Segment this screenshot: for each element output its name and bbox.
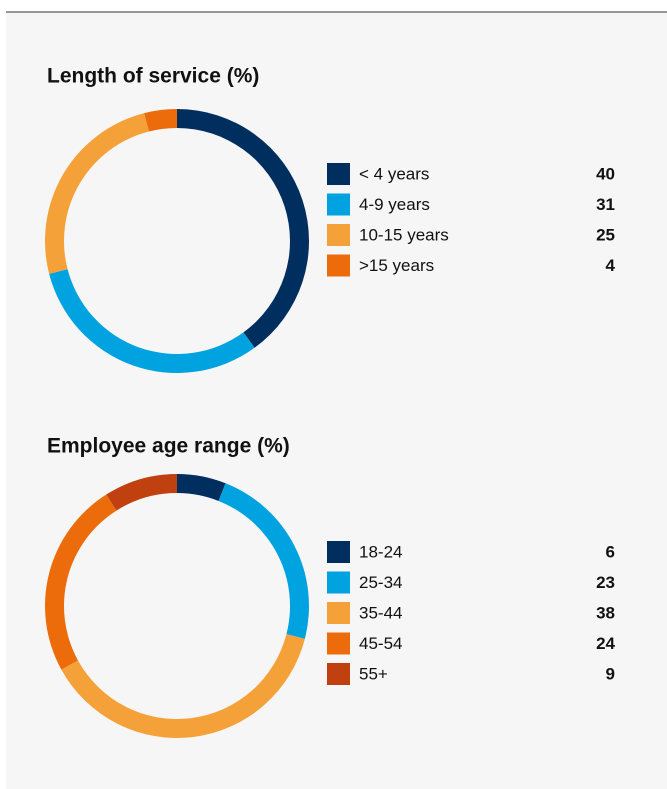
legend-swatch [327,193,350,216]
value-label: 9 [606,664,615,683]
legend-label: 55+ [359,664,388,683]
legend-label: >15 years [359,256,434,275]
value-label: 38 [596,603,615,622]
legend-label: 35-44 [359,603,402,622]
legend-label: 4-9 years [359,195,430,214]
value-label: 4 [606,256,616,275]
value-label: 23 [596,573,615,592]
chart-title: Length of service (%) [47,65,259,88]
chart-title: Employee age range (%) [47,435,290,458]
donut-segment [106,474,177,511]
donut-segment [61,634,305,738]
legend-label: 10-15 years [359,225,449,244]
legend-swatch [327,602,350,624]
legend-swatch [327,224,350,246]
value-label: 25 [596,225,615,244]
legend-label: 45-54 [359,634,402,653]
donut-segment [177,474,226,501]
legend-swatch [327,254,350,277]
donut-segment [177,109,310,348]
legend-swatch [327,571,350,594]
donut-segment [144,109,177,132]
donut-segment [218,483,309,639]
legend-label: 25-34 [359,573,402,592]
donut-segment [45,113,149,274]
legend-swatch [327,163,350,185]
legend-swatch [327,663,350,685]
value-label: 6 [606,542,615,561]
legend-label: < 4 years [359,164,429,183]
legend-swatch [327,632,350,655]
value-label: 24 [596,634,615,653]
value-label: 31 [596,195,615,214]
donut-segment [49,269,255,373]
donut-segment [45,494,117,670]
legend-swatch [327,541,350,563]
value-label: 40 [596,164,615,183]
legend-label: 18-24 [359,542,402,561]
